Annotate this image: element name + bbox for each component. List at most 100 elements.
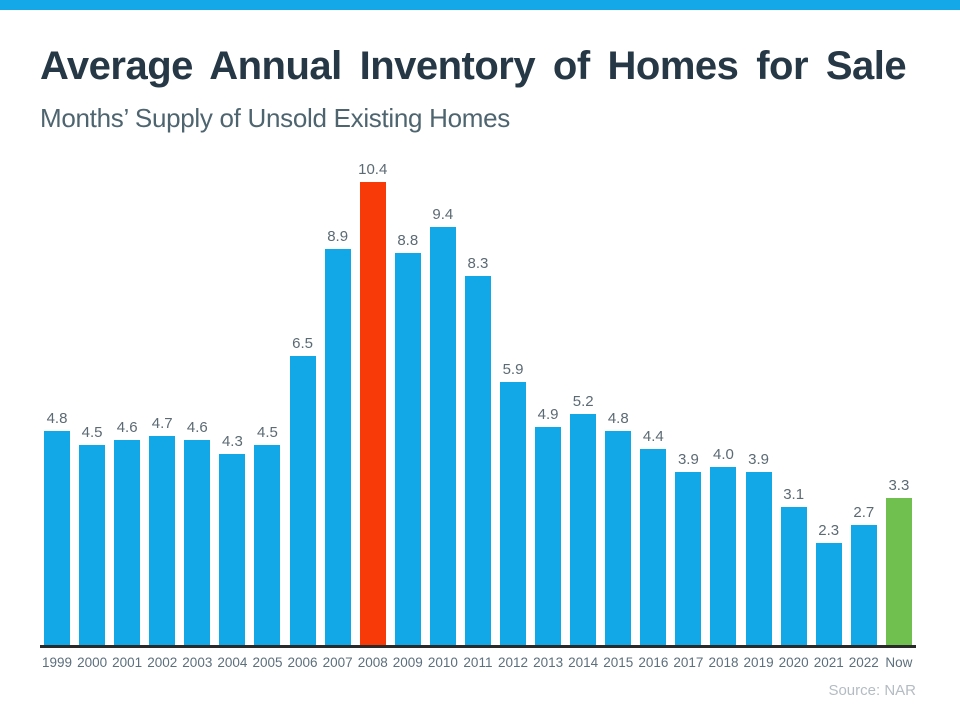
page-title: Average Annual Inventory of Homes for Sa… bbox=[40, 44, 907, 88]
x-tick-label: 2018 bbox=[708, 655, 739, 670]
bar bbox=[114, 440, 141, 645]
bar-value-label: 5.2 bbox=[572, 392, 594, 410]
chart-header: Average Annual Inventory of Homes for Sa… bbox=[40, 44, 907, 134]
bar-column: 2.7 bbox=[850, 503, 877, 645]
bar-value-label: 4.6 bbox=[116, 419, 138, 437]
bar bbox=[850, 524, 877, 645]
bar-column: 8.8 bbox=[394, 232, 421, 645]
x-tick-label: 2014 bbox=[568, 655, 599, 670]
bar bbox=[219, 453, 246, 645]
bar-value-label: 8.8 bbox=[397, 232, 419, 250]
bar bbox=[885, 498, 912, 645]
bar-column: 9.4 bbox=[429, 205, 456, 645]
bar-column: 4.8 bbox=[605, 410, 632, 645]
bar-value-label: 6.5 bbox=[292, 334, 313, 352]
bar-column: 4.8 bbox=[44, 410, 70, 645]
bar bbox=[429, 226, 456, 645]
bar-value-label: 3.3 bbox=[888, 477, 910, 495]
bar bbox=[254, 444, 281, 645]
x-tick-label: 2008 bbox=[357, 655, 388, 670]
x-tick-label: 2012 bbox=[498, 655, 529, 670]
bar-value-label: 10.4 bbox=[358, 161, 388, 179]
x-tick-label: 1999 bbox=[41, 655, 73, 670]
bar bbox=[394, 253, 421, 645]
bar-value-label: 4.3 bbox=[221, 432, 243, 450]
bars-row: 4.8 4.5 4.6 4.7 4.6 4.3 4.5 6.5 8.9 10.4 8.8 9.4 8.3… bbox=[40, 150, 916, 648]
bar bbox=[79, 444, 106, 645]
x-tick-label: 2020 bbox=[778, 655, 809, 670]
bar-column: 3.9 bbox=[745, 450, 772, 645]
bar bbox=[815, 542, 842, 645]
x-tick-label: 2022 bbox=[848, 655, 879, 670]
bar-value-label: 8.9 bbox=[327, 227, 349, 245]
bar bbox=[745, 471, 772, 645]
x-tick-label: 2019 bbox=[743, 655, 774, 670]
bar-column: 4.5 bbox=[254, 423, 281, 645]
bar-column: 4.0 bbox=[710, 446, 737, 645]
bar-column: 4.3 bbox=[219, 432, 246, 645]
bar bbox=[710, 467, 737, 645]
x-tick-label: 2015 bbox=[603, 655, 634, 670]
bar-column: 4.9 bbox=[535, 405, 562, 645]
bar-value-label: 9.4 bbox=[432, 205, 454, 223]
bar-column: 3.1 bbox=[780, 486, 807, 645]
bar-column: 4.5 bbox=[79, 423, 106, 645]
bar-column: 8.9 bbox=[324, 227, 351, 645]
bar-column: 4.4 bbox=[640, 428, 667, 645]
bar-value-label: 2.3 bbox=[818, 521, 840, 539]
x-tick-label: 2004 bbox=[217, 655, 248, 670]
bar-value-label: 4.7 bbox=[151, 414, 173, 432]
bar-value-label: 4.9 bbox=[537, 405, 559, 423]
bar-value-label: 4.4 bbox=[642, 428, 664, 446]
bar-value-label: 8.3 bbox=[467, 254, 489, 272]
bar-value-label: 3.9 bbox=[748, 450, 769, 468]
x-tick-label: 2011 bbox=[463, 655, 493, 670]
accent-strip bbox=[0, 0, 960, 10]
bar-value-label: 4.5 bbox=[81, 423, 103, 441]
x-tick-label: 2016 bbox=[638, 655, 669, 670]
bar-value-label: 4.6 bbox=[186, 419, 208, 437]
bar bbox=[324, 248, 351, 645]
bar-value-label: 4.8 bbox=[607, 410, 629, 428]
bar-value-label: 4.8 bbox=[46, 410, 68, 428]
bar-column: 8.3 bbox=[464, 254, 491, 645]
bar bbox=[500, 382, 527, 645]
bar-column: 4.6 bbox=[184, 419, 211, 645]
x-tick-label: 2021 bbox=[813, 655, 844, 670]
bar-column: 6.5 bbox=[289, 334, 316, 645]
bar-column: 10.4 bbox=[358, 161, 388, 645]
x-tick-label: 2003 bbox=[182, 655, 213, 670]
bar bbox=[464, 275, 491, 645]
x-tick-label: 2000 bbox=[77, 655, 108, 670]
bar bbox=[780, 507, 807, 645]
bar bbox=[535, 426, 562, 645]
source-note: Source: NAR bbox=[828, 682, 916, 699]
x-tick-label: 2007 bbox=[322, 655, 353, 670]
x-tick-label: 2002 bbox=[147, 655, 178, 670]
bar-column: 4.7 bbox=[149, 414, 176, 645]
bar-chart: 4.8 4.5 4.6 4.7 4.6 4.3 4.5 6.5 8.9 10.4 8.8 9.4 8.3… bbox=[40, 150, 916, 670]
x-tick-label: Now bbox=[885, 655, 913, 670]
bar bbox=[184, 440, 211, 645]
x-axis-labels: 1999 2000 2001 2002 2003 2004 2005 2006 2007 2008… bbox=[40, 655, 916, 670]
x-tick-label: 2001 bbox=[112, 655, 143, 670]
bar bbox=[149, 435, 176, 645]
bar bbox=[640, 449, 667, 645]
bar bbox=[289, 355, 316, 645]
x-tick-label: 2009 bbox=[392, 655, 423, 670]
bar-column: 5.9 bbox=[500, 361, 527, 645]
bar-value-label: 4.5 bbox=[257, 423, 278, 441]
bar-value-label: 3.1 bbox=[783, 486, 805, 503]
bar-column: 4.6 bbox=[114, 419, 141, 645]
x-tick-label: 2010 bbox=[427, 655, 458, 670]
x-tick-label: 2006 bbox=[287, 655, 318, 670]
x-tick-label: 2017 bbox=[673, 655, 704, 670]
bar bbox=[570, 413, 597, 645]
bar-value-label: 2.7 bbox=[853, 503, 875, 521]
bar-value-label: 3.9 bbox=[677, 450, 699, 468]
bar bbox=[675, 471, 702, 645]
x-tick-label: 2013 bbox=[533, 655, 564, 670]
bar-value-label: 5.9 bbox=[502, 361, 524, 379]
bar bbox=[44, 431, 70, 645]
bar-column: 5.2 bbox=[570, 392, 597, 645]
